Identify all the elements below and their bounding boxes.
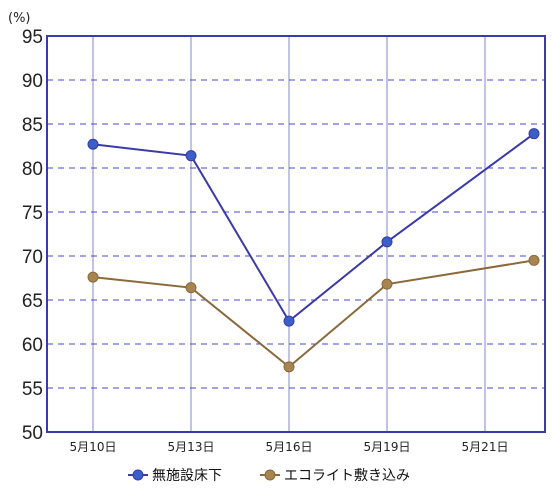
legend-label: 無施設床下 (152, 468, 222, 484)
y-tick-label: 70 (22, 247, 43, 268)
y-tick-label: 95 (22, 27, 43, 48)
y-tick-label: 65 (22, 291, 43, 312)
y-tick-label: 85 (22, 115, 43, 136)
series-line (92, 132, 535, 323)
legend-item: エコライト敷き込み (260, 468, 410, 484)
x-tick-label: 5月16日 (266, 440, 313, 454)
plot-frame (46, 35, 546, 433)
legend-marker (132, 469, 144, 481)
data-point (185, 150, 197, 162)
data-point (87, 271, 99, 283)
legend-marker (264, 469, 276, 481)
data-point (185, 282, 197, 294)
data-point (381, 278, 393, 290)
legend-label: エコライト敷き込み (284, 468, 410, 484)
grid (47, 36, 545, 432)
data-point (528, 128, 540, 140)
series-line (92, 259, 535, 369)
x-axis: 5月10日 5月13日 5月16日 5月19日 5月21日 (70, 440, 509, 454)
data-point (283, 361, 295, 373)
y-tick-label: 80 (22, 159, 43, 180)
x-tick-label: 5月21日 (462, 440, 509, 454)
y-tick-label: 90 (22, 71, 43, 92)
x-tick-label: 5月19日 (364, 440, 411, 454)
series (87, 128, 540, 373)
legend: 無施設床下 エコライト敷き込み (128, 468, 410, 484)
x-tick-label: 5月13日 (168, 440, 215, 454)
data-point (528, 254, 540, 266)
unit-label: (%) (8, 11, 31, 26)
y-tick-label: 50 (22, 423, 43, 444)
y-tick-label: 75 (22, 203, 43, 224)
y-tick-label: 60 (22, 335, 43, 356)
plot-area-border (46, 35, 546, 433)
x-tick-label: 5月10日 (70, 440, 117, 454)
data-point (381, 236, 393, 248)
data-point (283, 315, 295, 327)
y-axis: 50 55 60 65 70 75 80 85 90 95 (22, 27, 43, 444)
y-tick-label: 55 (22, 379, 43, 400)
legend-item: 無施設床下 (128, 468, 222, 484)
data-point (87, 138, 99, 150)
